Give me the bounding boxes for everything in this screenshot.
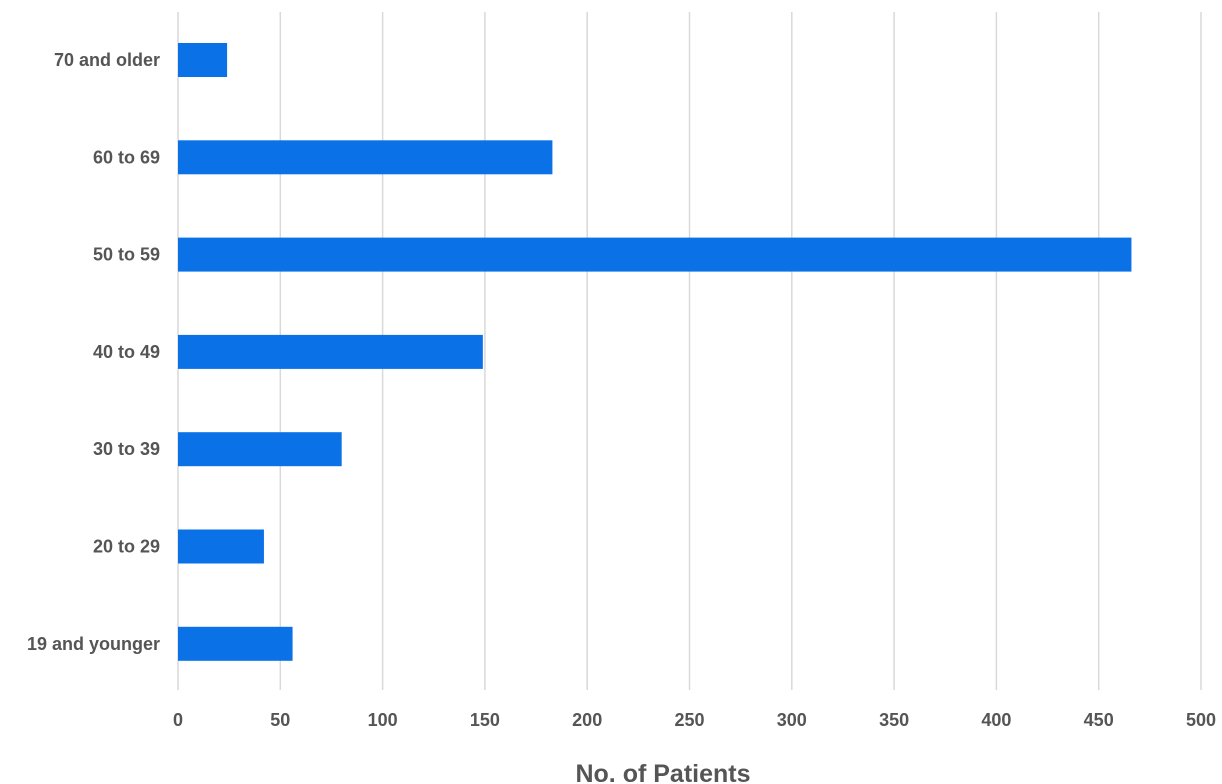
x-tick-label: 50	[270, 710, 290, 730]
bar	[178, 334, 483, 369]
y-axis-tick-labels: 70 and older 60 to 69 50 to 59 40 to 49 30 t…	[27, 50, 160, 654]
bar	[178, 626, 293, 661]
x-tick-label: 450	[1084, 710, 1114, 730]
bar	[178, 237, 1132, 272]
x-tick-label: 400	[981, 710, 1011, 730]
x-tick-label: 300	[777, 710, 807, 730]
category-label: 60 to 69	[93, 147, 160, 167]
x-tick-label: 0	[173, 710, 183, 730]
bar	[178, 43, 228, 77]
category-label: 40 to 49	[93, 342, 160, 362]
category-label: 20 to 29	[93, 537, 160, 557]
bar	[178, 140, 553, 175]
x-axis-tick-labels: 0 50 100 150 200 250 300 350 400 450 500	[173, 710, 1216, 730]
category-label: 30 to 39	[93, 439, 160, 459]
bar	[178, 432, 342, 467]
x-tick-label: 250	[674, 710, 704, 730]
category-label: 70 and older	[54, 50, 160, 70]
category-label: 50 to 59	[93, 245, 160, 265]
x-tick-label: 350	[879, 710, 909, 730]
bar	[178, 529, 264, 564]
x-tick-label: 500	[1186, 710, 1216, 730]
x-tick-label: 200	[572, 710, 602, 730]
x-tick-label: 100	[368, 710, 398, 730]
category-label: 19 and younger	[27, 634, 160, 654]
x-axis-title: No. of Patients	[575, 760, 750, 784]
gridlines	[177, 12, 1202, 690]
x-tick-label: 150	[470, 710, 500, 730]
bars	[178, 43, 1132, 661]
